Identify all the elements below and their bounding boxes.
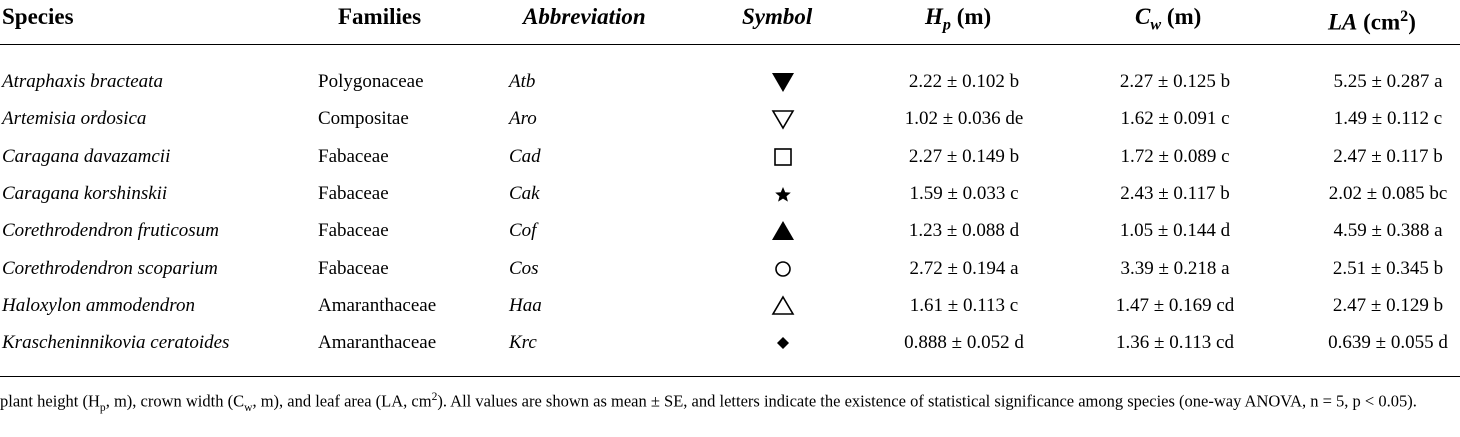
cell-family: Fabaceae — [318, 257, 389, 279]
cell-la: 2.51 ± 0.345 b — [1332, 257, 1444, 279]
filled-up-triangle-icon — [772, 221, 794, 241]
cell-family: Polygonaceae — [318, 71, 424, 92]
cell-la: 2.47 ± 0.117 b — [1333, 145, 1443, 167]
cell-family: Amaranthaceae — [318, 332, 437, 354]
cell-family: Fabaceae — [318, 145, 389, 167]
cell-hp: 1.61 ± 0.113 c — [909, 294, 1019, 316]
cell-species: Caragana davazamcii — [2, 145, 171, 167]
header-rule — [0, 44, 1460, 45]
table-footnote: plant height (Hp, m), crown width (Cw, m… — [0, 391, 1417, 414]
cell-la: 2.47 ± 0.129 b — [1332, 294, 1444, 316]
header-cw: Cw (m) — [1135, 4, 1202, 34]
header-species: Species — [2, 4, 74, 29]
cell-cw: 1.05 ± 0.144 d — [1119, 220, 1231, 242]
cell-cw: 2.27 ± 0.125 b — [1119, 71, 1231, 92]
cell-species: Corethrodendron scoparium — [2, 257, 218, 279]
header-hp: Hp (m) — [925, 4, 992, 34]
cell-abbreviation: Cof — [509, 220, 537, 242]
cell-abbreviation: Atb — [509, 71, 536, 92]
cell-abbreviation: Krc — [509, 332, 537, 354]
cell-la: 1.49 ± 0.112 c — [1333, 108, 1443, 130]
cell-family: Amaranthaceae — [318, 294, 437, 316]
cell-species: Corethrodendron fruticosum — [2, 220, 219, 242]
open-square-icon — [774, 147, 792, 166]
cell-la: 2.02 ± 0.085 bc — [1328, 182, 1448, 204]
cell-la: 0.639 ± 0.055 d — [1328, 332, 1448, 354]
cell-hp: 1.59 ± 0.033 c — [909, 182, 1019, 204]
cell-cw: 3.39 ± 0.218 a — [1120, 257, 1230, 279]
filled-star-icon — [775, 186, 791, 202]
cell-hp: 2.22 ± 0.102 b — [908, 71, 1020, 92]
cell-cw: 2.43 ± 0.117 b — [1120, 182, 1230, 204]
cell-family: Compositae — [318, 108, 409, 130]
filled-diamond-icon — [777, 337, 789, 350]
bottom-rule — [0, 376, 1460, 377]
cell-la: 5.25 ± 0.287 a — [1333, 71, 1443, 92]
cell-species: Caragana korshinskii — [2, 182, 168, 204]
cell-species: Haloxylon ammodendron — [2, 294, 195, 316]
cell-family: Fabaceae — [318, 182, 389, 204]
cell-family: Fabaceae — [318, 220, 389, 242]
header-symbol: Symbol — [742, 4, 813, 29]
cell-abbreviation: Cos — [509, 257, 539, 279]
cell-species: Atraphaxis bracteata — [2, 71, 163, 92]
cell-abbreviation: Haa — [509, 294, 542, 316]
cell-hp: 1.23 ± 0.088 d — [908, 220, 1020, 242]
header-abbreviation: Abbreviation — [523, 4, 646, 29]
cell-hp: 2.27 ± 0.149 b — [908, 145, 1020, 167]
cell-cw: 1.47 ± 0.169 cd — [1115, 294, 1235, 316]
cell-hp: 0.888 ± 0.052 d — [904, 332, 1024, 354]
cell-abbreviation: Cak — [509, 182, 540, 204]
cell-hp: 1.02 ± 0.036 de — [904, 108, 1024, 130]
open-down-triangle-icon — [771, 110, 795, 130]
cell-species: Artemisia ordosica — [2, 108, 147, 130]
cell-cw: 1.36 ± 0.113 cd — [1116, 332, 1234, 354]
open-circle-icon — [775, 260, 791, 277]
header-la: LA (cm2) — [1328, 8, 1416, 35]
cell-hp: 2.72 ± 0.194 a — [909, 257, 1019, 279]
cell-abbreviation: Cad — [509, 145, 541, 167]
cell-species: Krascheninnikovia ceratoides — [2, 332, 230, 354]
cell-la: 4.59 ± 0.388 a — [1333, 220, 1443, 242]
filled-down-triangle-icon — [772, 73, 794, 92]
cell-cw: 1.62 ± 0.091 c — [1120, 108, 1230, 130]
cell-cw: 1.72 ± 0.089 c — [1120, 145, 1230, 167]
open-up-triangle-icon — [771, 295, 795, 315]
cell-abbreviation: Aro — [509, 108, 537, 130]
header-families: Families — [338, 4, 422, 29]
